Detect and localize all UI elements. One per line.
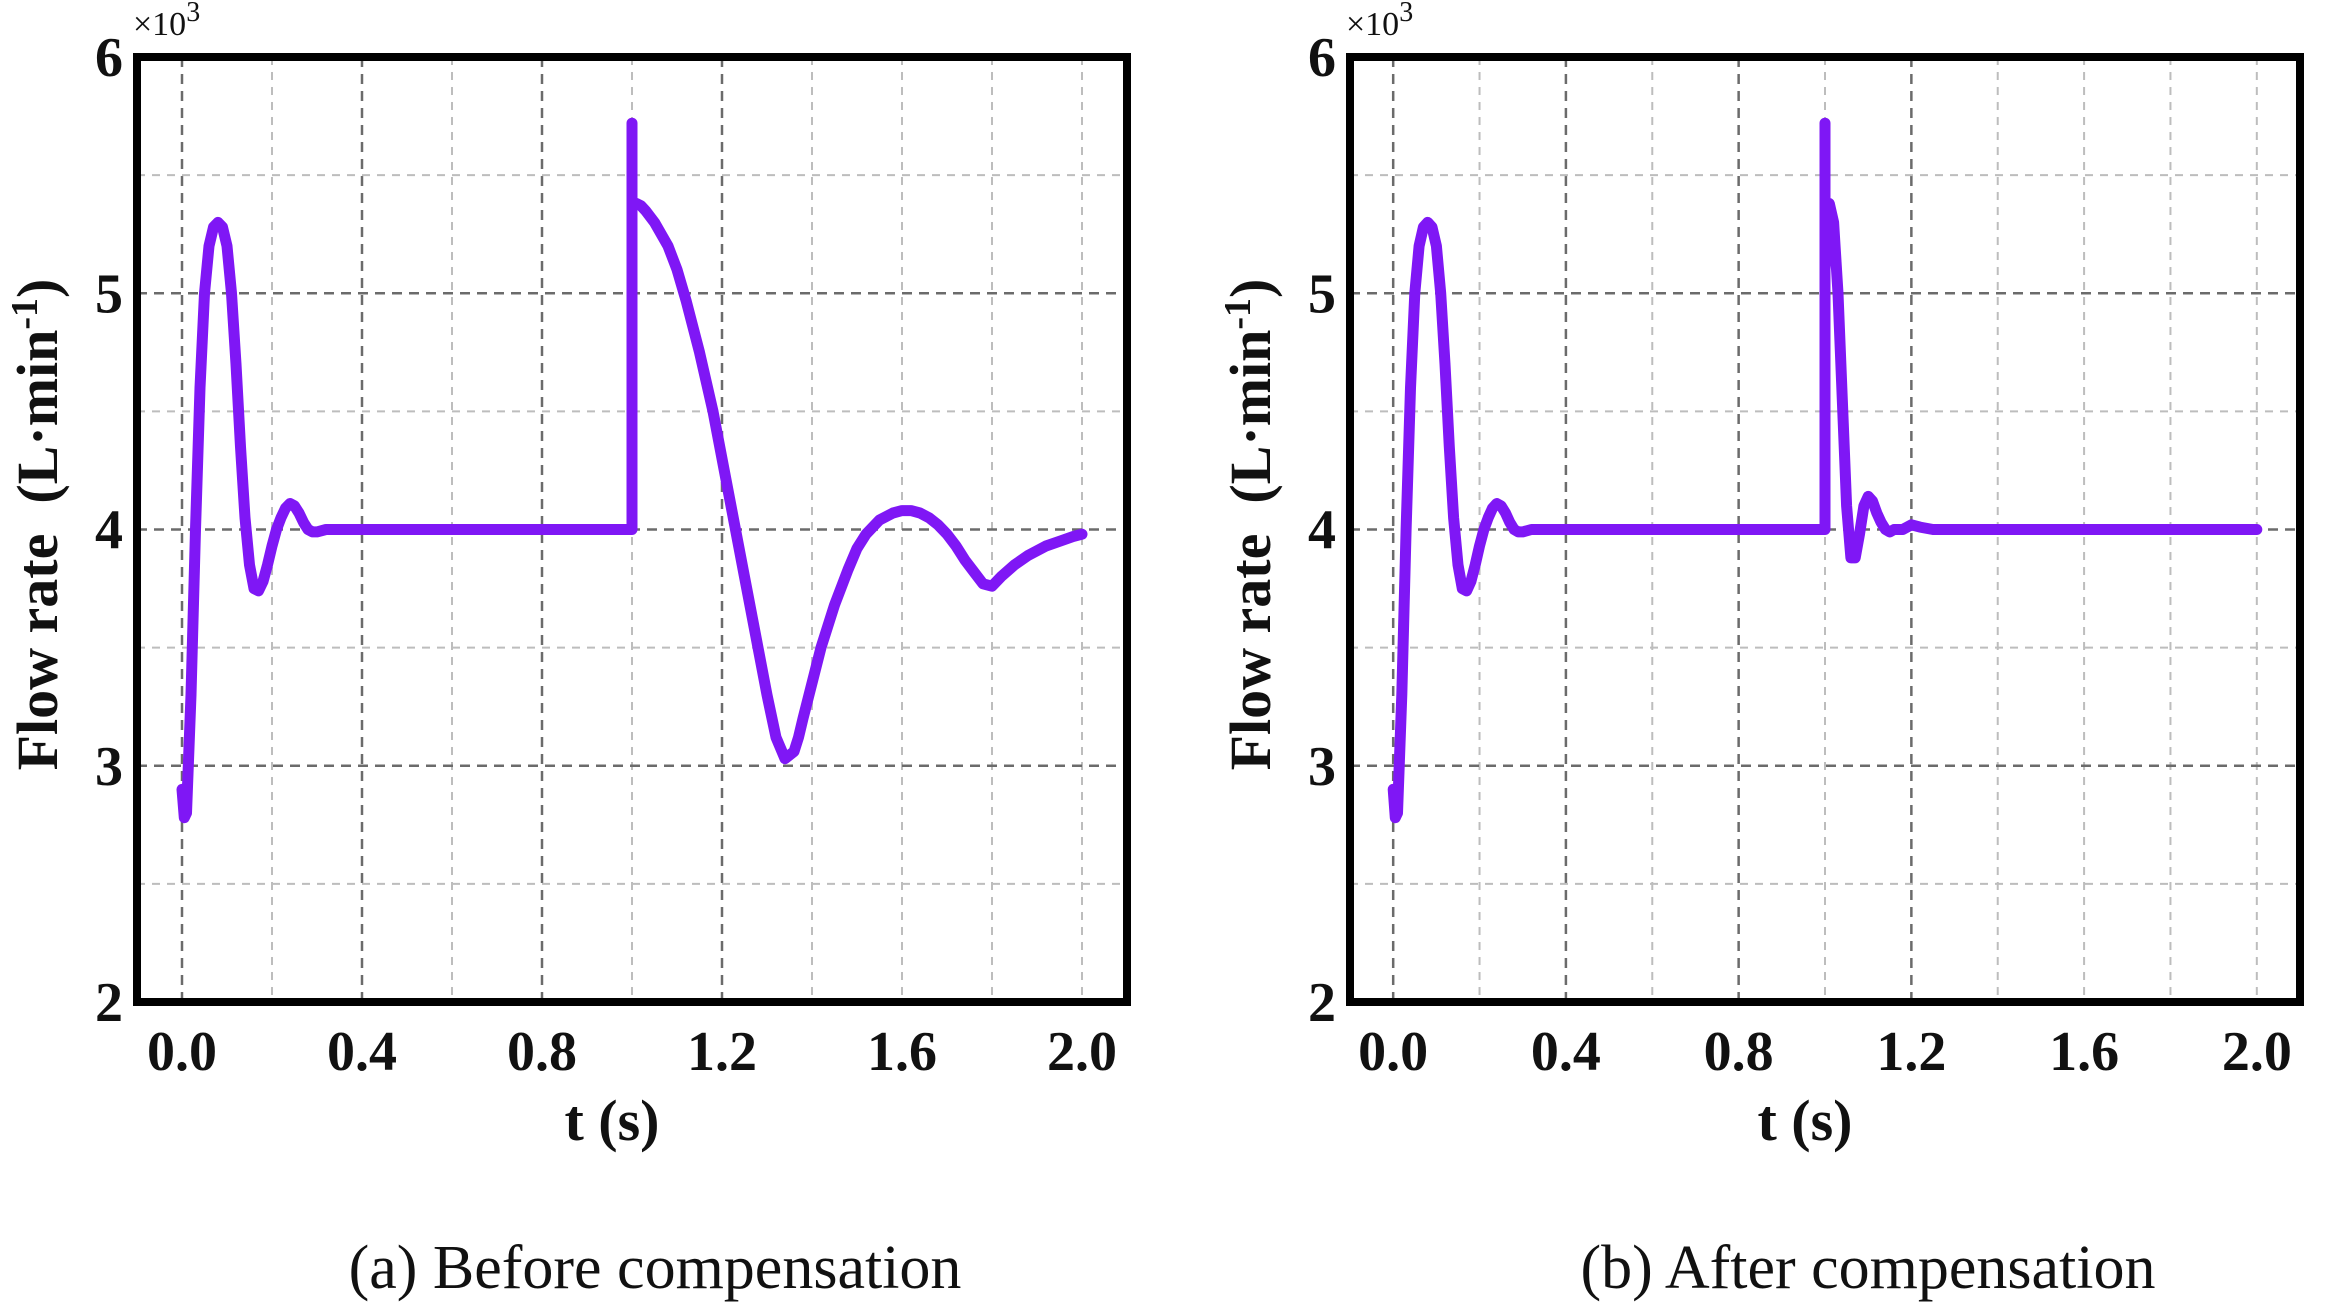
flow-rate-line [176,117,1088,824]
x-tick-label: 2.0 [1047,1021,1117,1083]
plot-frame [133,53,1131,1006]
y-tick-labels: 2 3 4 5 6 [1308,27,1336,1034]
x-tick-label: 1.2 [1876,1021,1946,1083]
panel-after-compensation: 2 3 4 5 6 0.0 0.4 0.8 1.2 1.6 2.0 ×103 Flow rate(… [1217,0,2304,1302]
y-multiplier: ×103 [133,0,200,43]
panel-before-compensation: 2 3 4 5 6 0.0 0.4 0.8 1.2 1.6 2.0 ×103 Flow rate(… [4,0,1131,1302]
y-tick-label: 2 [1308,972,1336,1034]
y-tick-label: 6 [1308,27,1336,89]
x-tick-label: 1.2 [687,1021,757,1083]
x-tick-label: 0.8 [507,1021,577,1083]
x-tick-labels: 0.0 0.4 0.8 1.2 1.6 2.0 [1358,1021,2292,1083]
caption: (a) Before compensation [349,1234,962,1302]
y-tick-label: 3 [1308,736,1336,798]
x-tick-label: 0.0 [1358,1021,1428,1083]
x-tick-label: 0.4 [327,1021,397,1083]
y-tick-label: 2 [95,972,123,1034]
y-axis-label: Flow rate(L·min-1) [4,279,70,771]
flow-rate-line [1387,117,2263,824]
x-tick-label: 0.0 [147,1021,217,1083]
plot-frame [1346,53,2304,1006]
x-tick-label: 0.8 [1704,1021,1774,1083]
x-axis-label: t (s) [1757,1088,1852,1153]
x-tick-label: 2.0 [2222,1021,2292,1083]
y-tick-labels: 2 3 4 5 6 [95,27,123,1034]
y-tick-label: 5 [1308,263,1336,325]
y-tick-label: 5 [95,263,123,325]
y-tick-label: 6 [95,27,123,89]
x-tick-label: 0.4 [1531,1021,1601,1083]
x-tick-label: 1.6 [2049,1021,2119,1083]
y-multiplier: ×103 [1346,0,1413,43]
y-tick-label: 4 [1308,500,1336,562]
caption: (b) After compensation [1580,1234,2155,1302]
x-axis-label: t (s) [564,1088,659,1153]
y-tick-label: 3 [95,736,123,798]
y-tick-label: 4 [95,500,123,562]
x-tick-labels: 0.0 0.4 0.8 1.2 1.6 2.0 [147,1021,1117,1083]
x-tick-label: 1.6 [867,1021,937,1083]
y-axis-label: Flow rate(L·min-1) [1217,279,1283,771]
